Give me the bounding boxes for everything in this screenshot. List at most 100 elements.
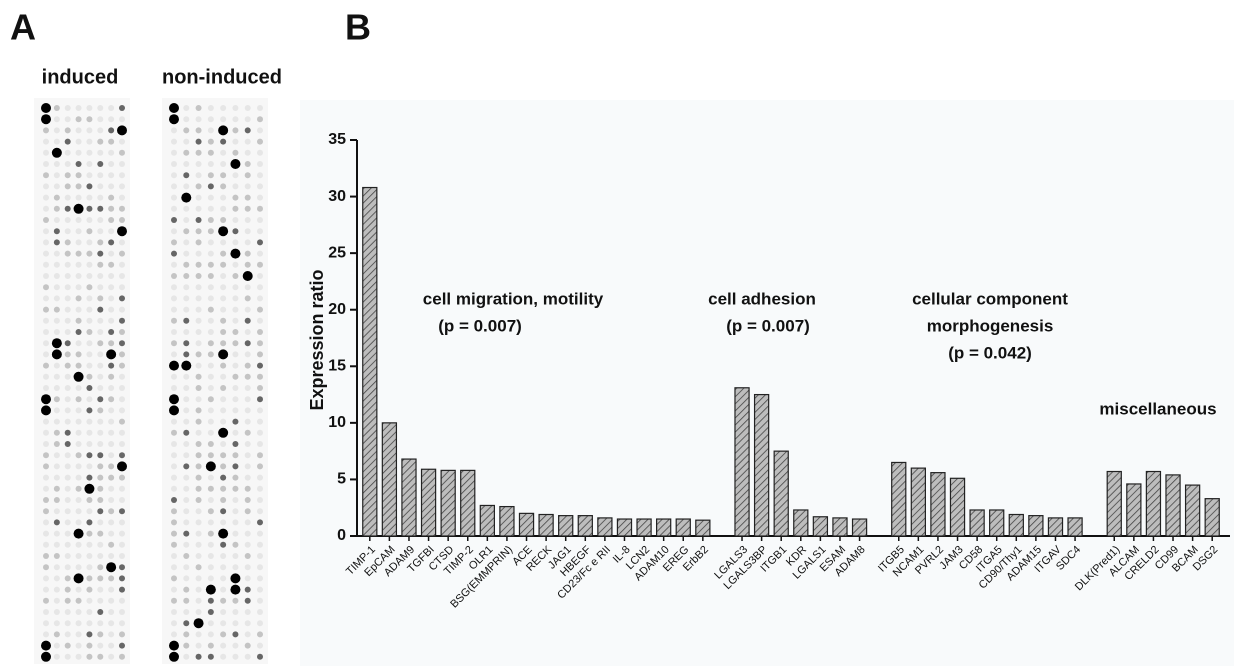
blot-spot — [43, 553, 49, 559]
blot-spot — [183, 340, 189, 346]
blot-spot — [220, 542, 226, 548]
blot-spot — [54, 441, 60, 447]
blot-spot — [76, 419, 82, 425]
blot-spot — [119, 206, 125, 212]
blot-spot — [97, 139, 103, 145]
blot-spot — [257, 631, 263, 637]
blot-spot — [43, 273, 49, 279]
blot-spot — [41, 114, 51, 124]
blot-spot — [232, 273, 238, 279]
blot-spot — [43, 139, 49, 145]
blot-spot — [106, 349, 116, 359]
blot-spot — [208, 239, 214, 245]
blot-spot — [208, 195, 214, 201]
blot-spot — [43, 150, 49, 156]
blot-spot — [54, 575, 60, 581]
bar — [853, 519, 867, 536]
blot-spot — [232, 475, 238, 481]
blot-spot — [117, 226, 127, 236]
blot-spot — [97, 351, 103, 357]
blot-spot — [257, 273, 263, 279]
blot-spot — [65, 127, 71, 133]
blot-spot — [54, 643, 60, 649]
blot-spot — [257, 228, 263, 234]
blot-spot — [108, 329, 114, 335]
blot-spot — [119, 654, 125, 660]
blot-spot — [65, 239, 71, 245]
blot-spot — [65, 531, 71, 537]
blot-spot — [52, 349, 62, 359]
blot-spot — [86, 295, 92, 301]
blot-spot — [97, 609, 103, 615]
blot-spot — [119, 564, 125, 570]
bar — [1068, 518, 1082, 536]
blot-spot — [183, 486, 189, 492]
blot-spot — [54, 139, 60, 145]
y-tick-label: 15 — [328, 358, 346, 375]
blot-spot — [257, 419, 263, 425]
blot-spot — [245, 609, 251, 615]
blot-spot — [169, 114, 179, 124]
blot-spot — [220, 340, 226, 346]
blot-spot — [183, 150, 189, 156]
blot-spot — [119, 430, 125, 436]
blot-spot — [183, 172, 189, 178]
blot-spot — [245, 262, 251, 268]
blot-spot — [86, 553, 92, 559]
blot-spot — [196, 385, 202, 391]
blot-spot — [97, 475, 103, 481]
blot-spot — [183, 262, 189, 268]
blot-spot — [196, 340, 202, 346]
blot-spot — [86, 463, 92, 469]
blot-spot — [74, 204, 84, 214]
blot-spot — [232, 127, 238, 133]
blot-spot — [208, 542, 214, 548]
blot-spot — [43, 307, 49, 313]
blot-spot — [208, 150, 214, 156]
blot-spot — [97, 363, 103, 369]
blot-spot — [76, 351, 82, 357]
blot-spot — [208, 307, 214, 313]
blot-spot — [208, 363, 214, 369]
blot-spot — [65, 396, 71, 402]
blot-spot — [97, 486, 103, 492]
blot-spot — [257, 441, 263, 447]
blot-spot — [220, 475, 226, 481]
blot-spot — [119, 631, 125, 637]
blot-spot — [43, 172, 49, 178]
bar — [833, 518, 847, 536]
blot-spot — [108, 340, 114, 346]
blot-spot — [86, 251, 92, 257]
blot-spot — [220, 150, 226, 156]
blot-spot — [74, 529, 84, 539]
blot-spot — [65, 195, 71, 201]
blot-spot — [196, 441, 202, 447]
blot-spot — [76, 385, 82, 391]
blot-spot — [43, 340, 49, 346]
blot-spot — [86, 139, 92, 145]
blot-spot — [257, 654, 263, 660]
blot-spot — [43, 508, 49, 514]
blot-spot — [54, 419, 60, 425]
blot-spot — [232, 441, 238, 447]
blot-spot — [171, 374, 177, 380]
blot-spot — [41, 394, 51, 404]
blot-spot — [183, 654, 189, 660]
blot-spot — [218, 529, 228, 539]
blot-spot — [208, 273, 214, 279]
blot-spot — [108, 206, 114, 212]
blot-spot — [76, 643, 82, 649]
blot-spot — [76, 620, 82, 626]
blot-spot — [232, 654, 238, 660]
blot-spot — [97, 407, 103, 413]
blot-spot — [108, 150, 114, 156]
annotation: cell migration, motility — [423, 289, 604, 308]
blot-spot — [171, 385, 177, 391]
blot-spot — [232, 519, 238, 525]
blot-spot — [232, 419, 238, 425]
blot-spot — [208, 598, 214, 604]
blot-spot — [119, 475, 125, 481]
blot-spot — [43, 542, 49, 548]
blot-spot — [86, 441, 92, 447]
y-tick-label: 30 — [328, 188, 346, 205]
